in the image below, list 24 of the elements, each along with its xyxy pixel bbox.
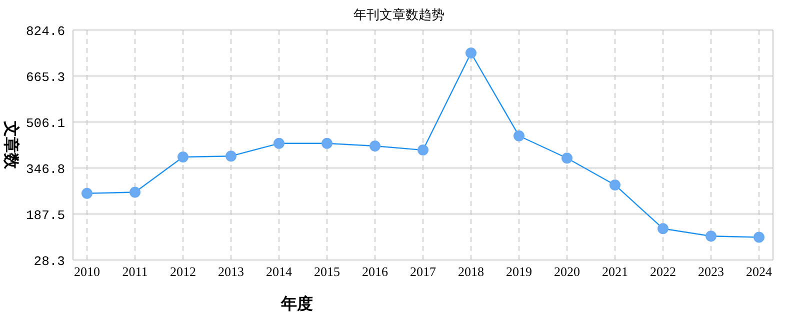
x-tick-label: 2015 [314, 264, 340, 279]
x-tick-label: 2010 [74, 264, 100, 279]
y-tick-label: 665.3 [26, 70, 65, 86]
y-tick-label: 506.1 [26, 116, 66, 131]
x-tick-label: 2022 [650, 264, 676, 279]
x-tick-label: 2021 [602, 264, 628, 279]
x-tick-label: 2017 [410, 264, 436, 279]
x-tick-label: 2024 [746, 264, 772, 279]
y-tick-label: 824.6 [26, 24, 65, 39]
chart-title: 年刊文章数趋势 [354, 7, 444, 22]
x-tick-label: 2011 [122, 264, 148, 279]
x-tick-label: 2014 [266, 264, 292, 279]
y-tick-label: 346.8 [26, 162, 65, 178]
x-tick-label: 2012 [170, 264, 196, 279]
x-tick-label: 2016 [362, 264, 388, 279]
x-tick-label: 2013 [218, 264, 244, 279]
x-tick-label: 2019 [506, 264, 532, 279]
y-axis-title: 文章数 [2, 120, 20, 170]
y-tick-label: 28.3 [34, 254, 65, 269]
y-tick-label: 187.5 [26, 208, 65, 224]
x-tick-label: 2020 [554, 264, 580, 279]
x-axis-title: 年度 [280, 294, 313, 313]
x-tick-label: 2023 [698, 264, 724, 279]
x-tick-label: 2018 [458, 264, 484, 279]
